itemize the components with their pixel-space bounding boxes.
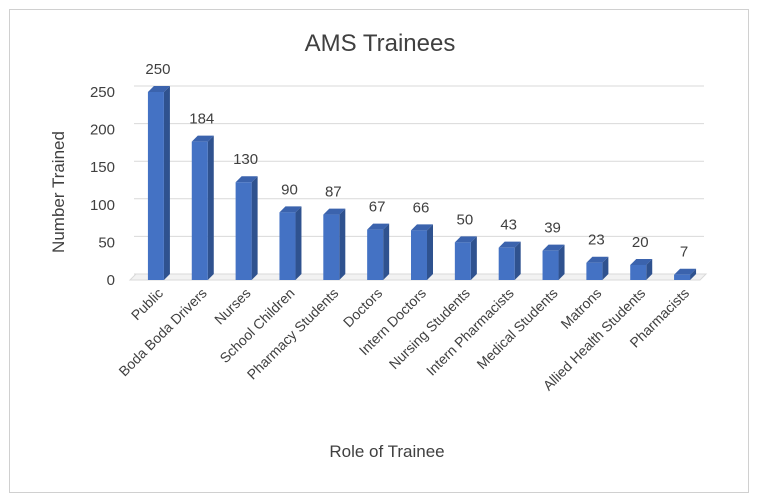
data-label: 90 xyxy=(281,181,298,198)
bar-front xyxy=(630,264,647,280)
bar-front xyxy=(191,141,208,280)
bar xyxy=(147,86,170,280)
bar xyxy=(586,256,609,280)
y-axis-ticks: 0 50 100 150 200 250 xyxy=(90,84,115,289)
y-tick-label: 100 xyxy=(90,197,115,214)
y-tick-label: 0 xyxy=(107,272,115,289)
bar xyxy=(630,258,653,280)
bar-top xyxy=(586,256,609,263)
y-tick-label: 150 xyxy=(90,159,115,176)
bar-top xyxy=(367,223,390,230)
bar-top xyxy=(147,86,170,92)
bar-side xyxy=(514,241,521,280)
bar-side xyxy=(383,223,390,280)
bar-front xyxy=(411,230,427,280)
bar-front xyxy=(235,182,252,280)
data-label: 66 xyxy=(413,199,430,216)
bar-top xyxy=(498,241,521,248)
bar-front xyxy=(542,250,559,280)
data-label: 87 xyxy=(325,184,342,201)
bar xyxy=(367,223,390,280)
category-label: School Children xyxy=(216,285,297,366)
bar-front xyxy=(367,229,384,280)
data-label: 43 xyxy=(500,217,517,234)
bar-top xyxy=(411,224,433,231)
bar-side xyxy=(251,176,258,280)
category-label: Nursing Students xyxy=(386,285,473,372)
bar-top xyxy=(191,135,214,142)
bar-front xyxy=(498,247,515,280)
bar xyxy=(411,224,433,280)
data-label: 67 xyxy=(369,199,386,216)
bar-side xyxy=(427,224,433,280)
bar-top xyxy=(279,206,302,213)
bar xyxy=(674,268,697,280)
data-label: 7 xyxy=(680,244,688,261)
data-labels: 250 184 130 90 87 67 66 50 43 39 23 20 7 xyxy=(145,61,688,261)
y-axis-title: Number Trained xyxy=(49,131,68,253)
bar-side xyxy=(646,258,653,280)
bar-front xyxy=(147,92,164,280)
bar xyxy=(279,206,302,280)
bar xyxy=(542,244,565,280)
bar-top xyxy=(630,258,653,265)
data-label: 130 xyxy=(233,151,258,168)
bar-top xyxy=(542,244,565,251)
bar-front xyxy=(323,214,340,280)
data-label: 23 xyxy=(588,232,605,249)
bar-front xyxy=(454,242,471,280)
y-tick-label: 200 xyxy=(90,122,115,139)
data-label: 50 xyxy=(457,211,474,228)
bars xyxy=(147,86,697,280)
bar-front xyxy=(586,262,603,280)
bar xyxy=(454,236,477,280)
category-label: Medical Students xyxy=(473,285,560,372)
bar-side xyxy=(558,244,565,280)
data-label: 39 xyxy=(544,220,561,237)
bar-top xyxy=(674,268,697,275)
category-label: Nurses xyxy=(211,285,254,328)
bar xyxy=(191,135,214,280)
category-label: Public xyxy=(128,285,166,323)
bar-side xyxy=(207,135,214,280)
bar-side xyxy=(295,206,302,280)
y-tick-label: 250 xyxy=(90,84,115,101)
bar xyxy=(498,241,521,280)
bar xyxy=(235,176,258,280)
bar-front xyxy=(674,274,691,280)
bar-front xyxy=(279,212,296,280)
bar-side xyxy=(690,268,697,280)
data-label: 184 xyxy=(189,111,214,128)
chart-title: AMS Trainees xyxy=(305,30,456,57)
bar-top xyxy=(235,176,258,183)
y-tick-label: 50 xyxy=(98,234,115,251)
bar-top xyxy=(323,208,346,215)
data-label: 250 xyxy=(145,61,170,78)
bar-side xyxy=(602,256,609,280)
bar-side xyxy=(163,86,170,280)
data-label: 20 xyxy=(632,234,649,251)
bar-side xyxy=(470,236,477,280)
bar xyxy=(323,208,346,280)
bar-side xyxy=(339,208,346,280)
bar-top xyxy=(454,236,477,243)
x-axis-title: Role of Trainee xyxy=(329,442,444,461)
